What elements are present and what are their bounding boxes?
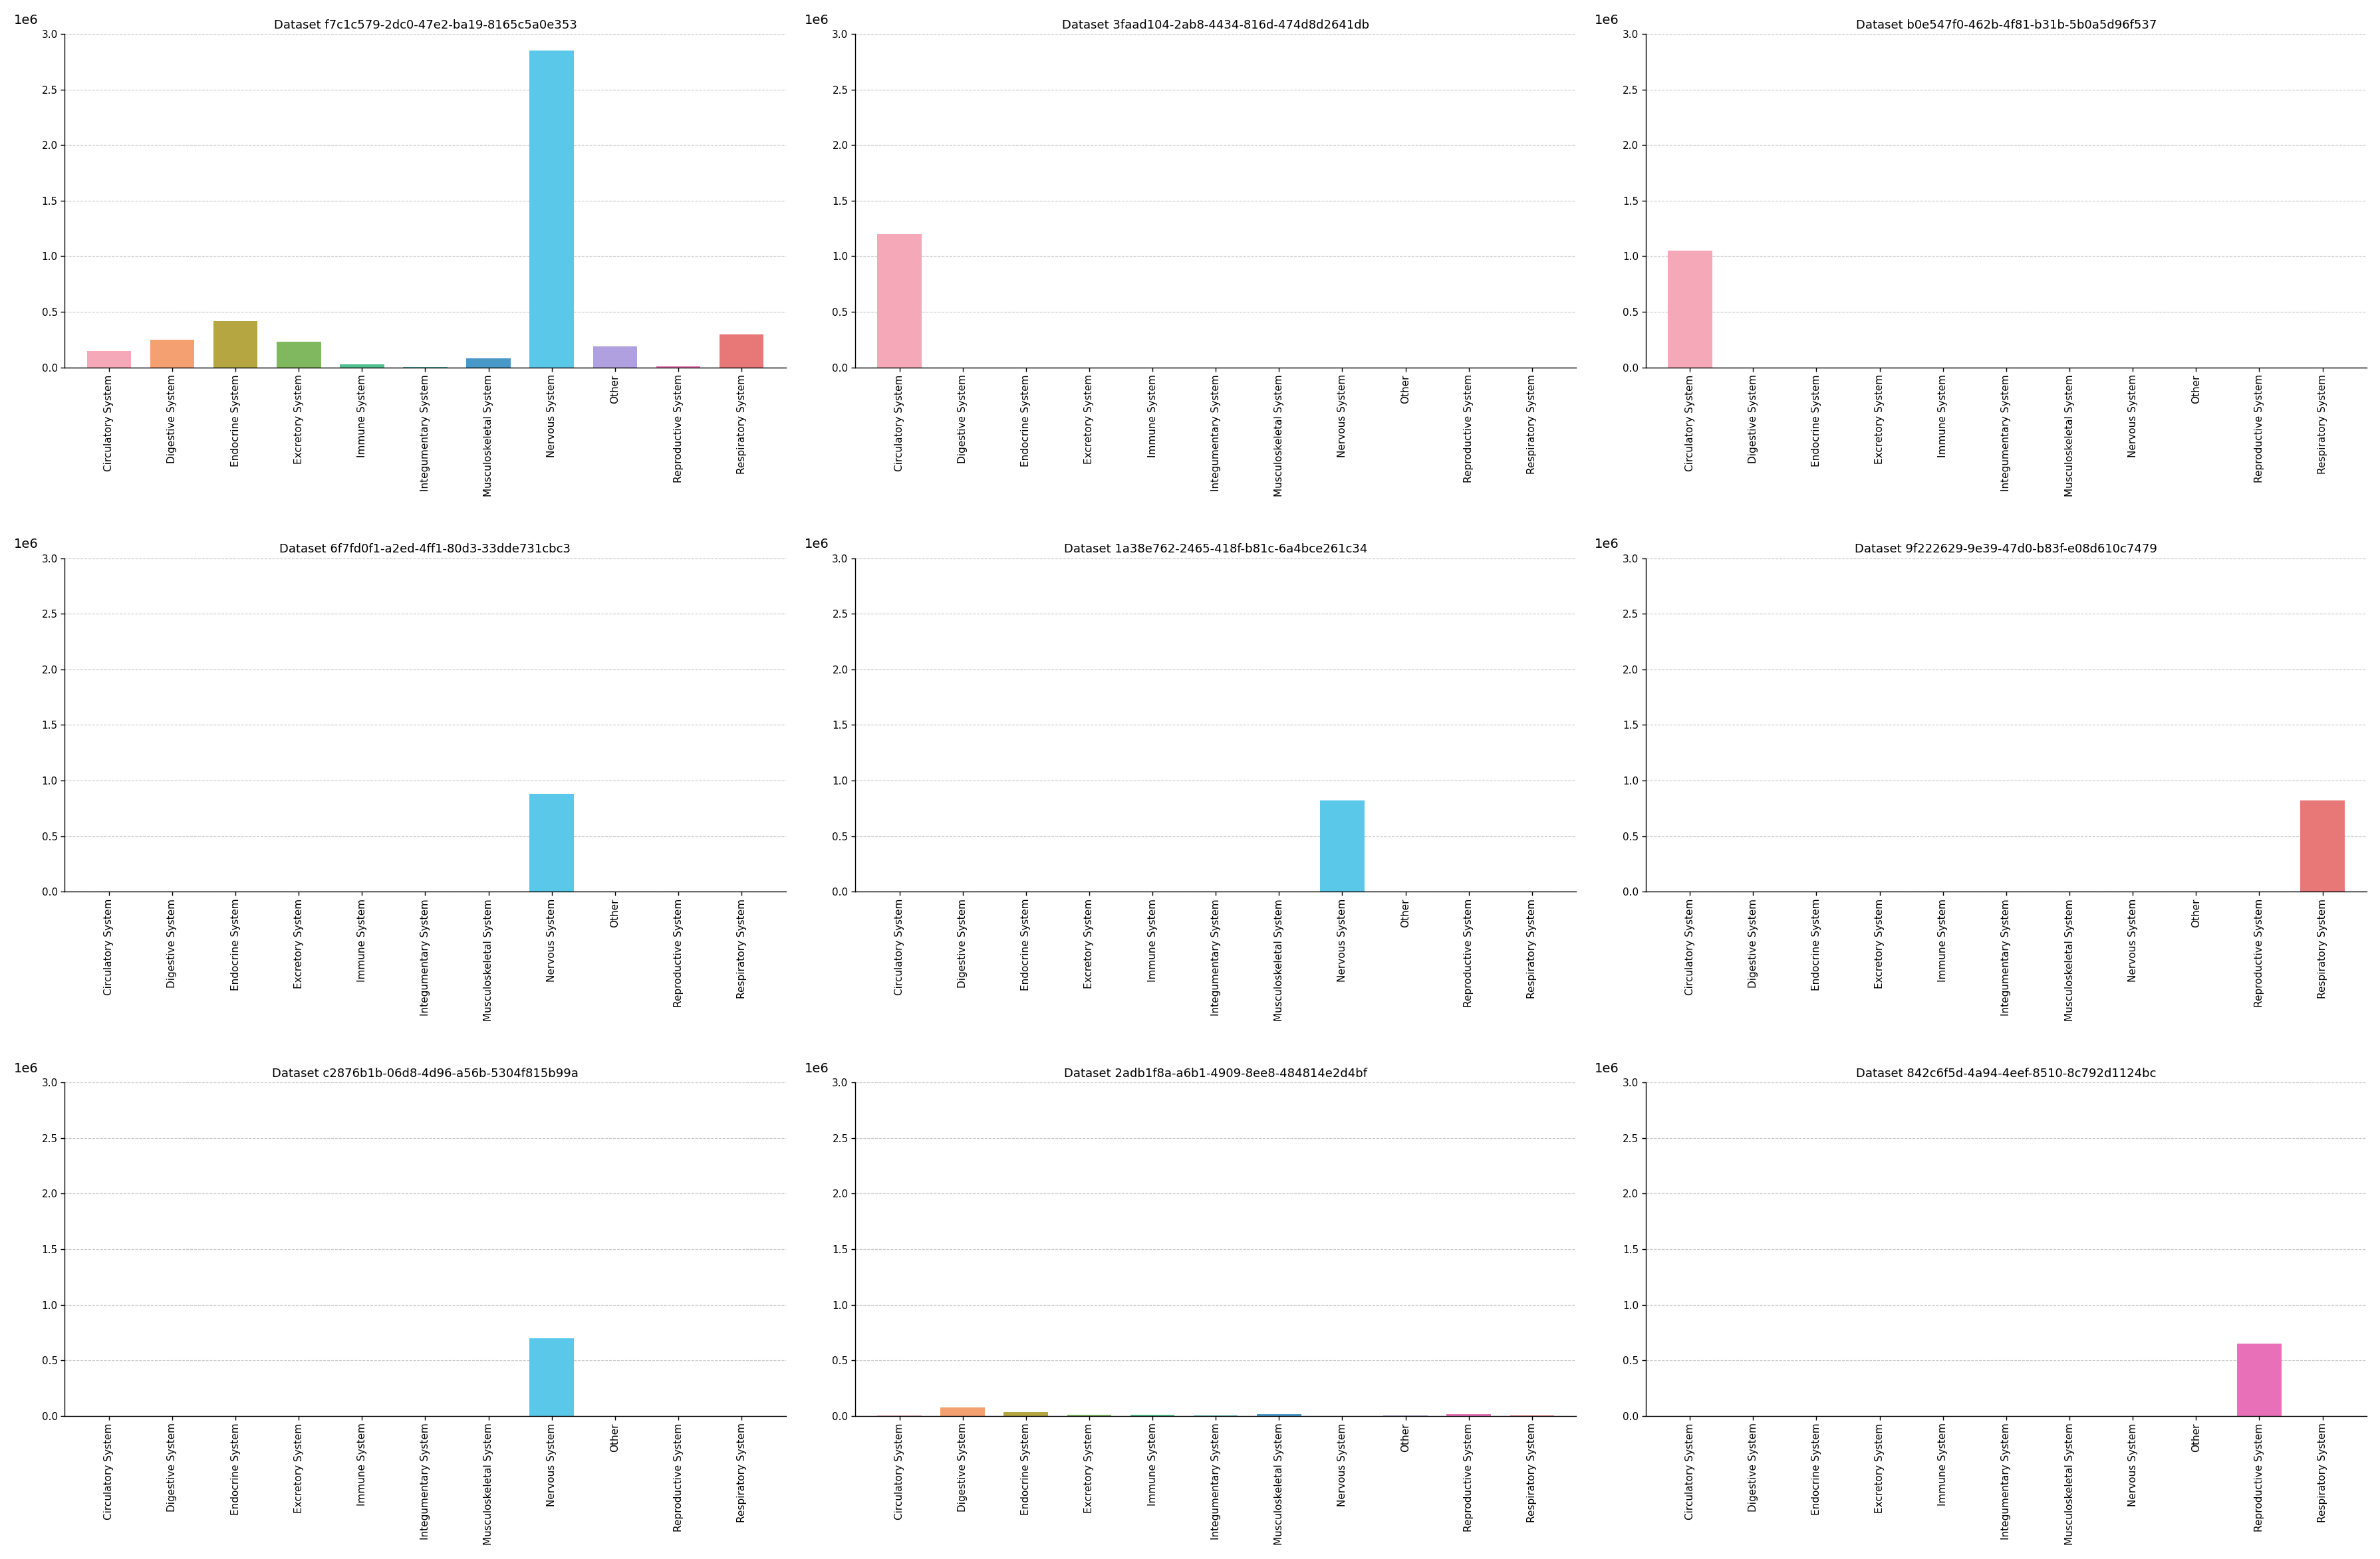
Bar [876,234,921,368]
Title: Dataset f7c1c579-2dc0-47e2-ba19-8165c5a0e353: Dataset f7c1c579-2dc0-47e2-ba19-8165c5a0… [274,19,576,31]
Bar [528,794,574,892]
Text: 1e6: 1e6 [804,1062,828,1076]
Title: Dataset 1a38e762-2465-418f-b81c-6a4bce261c34: Dataset 1a38e762-2465-418f-b81c-6a4bce26… [1064,543,1366,555]
Bar [2299,801,2344,892]
Text: 1e6: 1e6 [1595,1062,1618,1076]
Bar [528,1338,574,1416]
Title: Dataset 6f7fd0f1-a2ed-4ff1-80d3-33dde731cbc3: Dataset 6f7fd0f1-a2ed-4ff1-80d3-33dde731… [278,543,571,555]
Bar [1321,801,1364,892]
Bar [340,365,383,368]
Bar [528,50,574,368]
Title: Dataset c2876b1b-06d8-4d96-a56b-5304f815b99a: Dataset c2876b1b-06d8-4d96-a56b-5304f815… [271,1068,578,1079]
Text: 1e6: 1e6 [14,1062,38,1076]
Bar [1668,251,1711,368]
Bar [86,351,131,368]
Bar [1447,1414,1490,1416]
Title: Dataset 9f222629-9e39-47d0-b83f-e08d610c7479: Dataset 9f222629-9e39-47d0-b83f-e08d610c… [1854,543,2156,555]
Title: Dataset b0e547f0-462b-4f81-b31b-5b0a5d96f537: Dataset b0e547f0-462b-4f81-b31b-5b0a5d96… [1856,19,2156,31]
Text: 1e6: 1e6 [804,14,828,27]
Text: 1e6: 1e6 [1595,538,1618,550]
Text: 1e6: 1e6 [14,14,38,27]
Bar [1257,1414,1302,1416]
Title: Dataset 2adb1f8a-a6b1-4909-8ee8-484814e2d4bf: Dataset 2adb1f8a-a6b1-4909-8ee8-484814e2… [1064,1068,1366,1079]
Title: Dataset 842c6f5d-4a94-4eef-8510-8c792d1124bc: Dataset 842c6f5d-4a94-4eef-8510-8c792d11… [1856,1068,2156,1079]
Text: 1e6: 1e6 [804,538,828,550]
Bar [276,341,321,368]
Bar [150,340,195,368]
Bar [719,334,764,368]
Bar [466,359,512,368]
Title: Dataset 3faad104-2ab8-4434-816d-474d8d2641db: Dataset 3faad104-2ab8-4434-816d-474d8d26… [1061,19,1368,31]
Bar [214,321,257,368]
Bar [1004,1412,1047,1416]
Text: 1e6: 1e6 [1595,14,1618,27]
Bar [593,346,638,368]
Text: 1e6: 1e6 [14,538,38,550]
Bar [2237,1344,2280,1416]
Bar [940,1408,985,1416]
